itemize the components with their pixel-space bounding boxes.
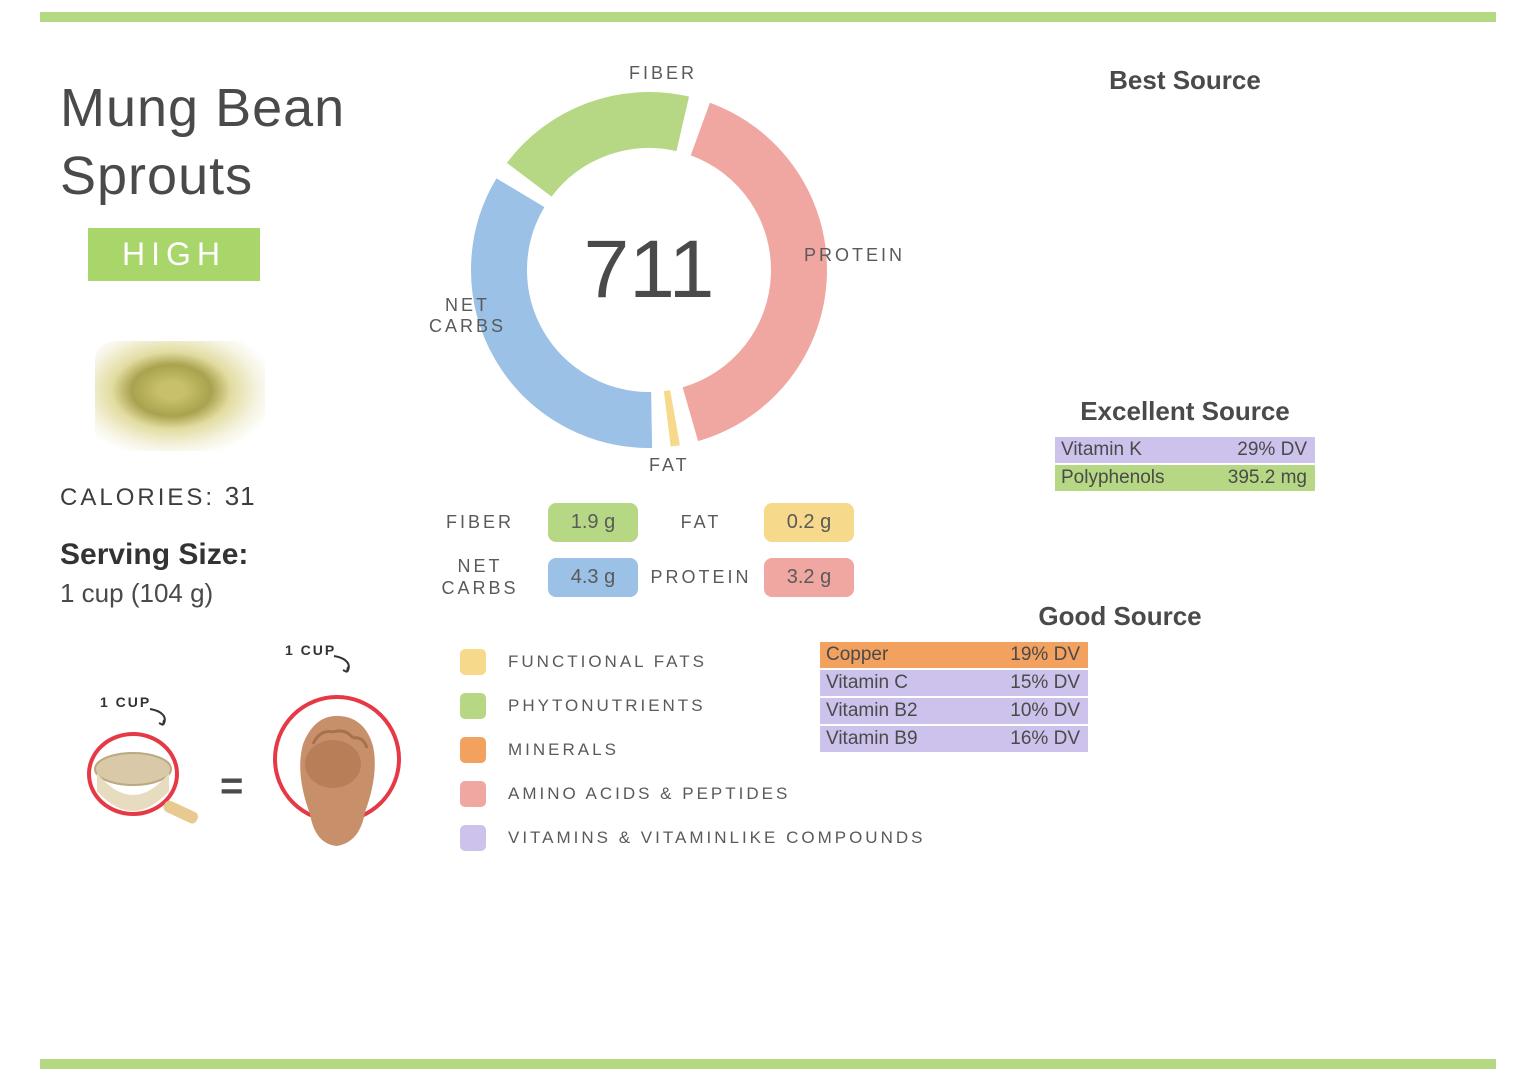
source-name: Copper [826, 644, 888, 666]
excellent-source-heading: Excellent Source [900, 396, 1470, 427]
macro-name: PROTEIN [646, 567, 756, 589]
serving-size-value: 1 cup (104 g) [60, 578, 420, 609]
legend-label: MINERALS [508, 740, 619, 760]
macro-values-grid: FIBER 1.9 g FAT 0.2 g NET CARBS4.3 g PROTEIN 3… [420, 503, 940, 599]
source-row: Vitamin K 29% DV [1055, 437, 1315, 463]
source-value: 16% DV [1010, 728, 1080, 750]
arrow-icon [332, 654, 360, 676]
macro-name: FAT [646, 512, 756, 534]
left-column: Mung Bean Sprouts HIGH CALORIES: 31 Serv… [60, 75, 420, 859]
source-value: 19% DV [1010, 644, 1080, 666]
legend-label: FUNCTIONAL FATS [508, 652, 707, 672]
donut-label-protein: PROTEIN [804, 245, 905, 266]
source-row: Vitamin B2 10% DV [820, 698, 1088, 724]
legend-swatch [460, 649, 486, 675]
source-value: 395.2 mg [1228, 467, 1307, 489]
source-row: Polyphenols 395.2 mg [1055, 465, 1315, 491]
food-image [95, 341, 265, 451]
macro-value: 4.3 g [548, 558, 638, 597]
equals-sign: = [220, 764, 243, 809]
calories-row: CALORIES: 31 [60, 481, 420, 512]
source-value: 29% DV [1237, 439, 1307, 461]
legend-swatch [460, 737, 486, 763]
source-name: Polyphenols [1061, 467, 1165, 489]
donut-label-fat: FAT [649, 455, 690, 476]
food-title: Mung Bean Sprouts [60, 75, 420, 210]
serving-illustration: 1 CUP 1 CUP = [60, 639, 400, 859]
macro-value: 3.2 g [764, 558, 854, 597]
legend-swatch [460, 825, 486, 851]
right-column: Best Source Excellent Source Vitamin K29… [960, 65, 1470, 754]
fist-icon [265, 674, 410, 849]
source-name: Vitamin C [826, 672, 908, 694]
macro-value: 0.2 g [764, 503, 854, 542]
macro-value: 1.9 g [548, 503, 638, 542]
measuring-cup-icon [85, 729, 200, 844]
macro-name: FIBER [420, 512, 540, 534]
legend-row: AMINO ACIDS & PEPTIDES [460, 781, 940, 807]
source-row: Vitamin C 15% DV [820, 670, 1088, 696]
rating-badge: HIGH [88, 228, 260, 281]
legend-swatch [460, 693, 486, 719]
macro-name: NET CARBS [420, 556, 540, 599]
donut-center-value: 711 [434, 55, 864, 485]
source-row: Copper 19% DV [820, 642, 1088, 668]
legend-label: VITAMINS & VITAMINLIKE COMPOUNDS [508, 828, 925, 848]
donut-label-net-carbs: NET CARBS [429, 295, 506, 337]
source-name: Vitamin B2 [826, 700, 918, 722]
source-value: 10% DV [1010, 700, 1080, 722]
legend-swatch [460, 781, 486, 807]
accent-bar-top [40, 12, 1496, 22]
cup-label-right: 1 CUP [285, 642, 336, 658]
calories-label: CALORIES: [60, 484, 215, 511]
serving-size-label: Serving Size: [60, 538, 420, 572]
legend-label: AMINO ACIDS & PEPTIDES [508, 784, 790, 804]
best-source-heading: Best Source [900, 65, 1470, 96]
cup-label-left: 1 CUP [100, 694, 151, 710]
good-source-heading: Good Source [770, 601, 1470, 632]
source-name: Vitamin B9 [826, 728, 918, 750]
arrow-icon [148, 707, 176, 729]
source-name: Vitamin K [1061, 439, 1142, 461]
accent-bar-bottom [40, 1059, 1496, 1069]
legend-label: PHYTONUTRIENTS [508, 696, 706, 716]
excellent-source-list: Vitamin K 29% DV Polyphenols 395.2 mg [1055, 437, 1315, 491]
donut-label-fiber: FIBER [629, 63, 697, 84]
source-row: Vitamin B9 16% DV [820, 726, 1088, 752]
legend-row: VITAMINS & VITAMINLIKE COMPOUNDS [460, 825, 940, 851]
source-value: 15% DV [1010, 672, 1080, 694]
calories-value: 31 [225, 481, 256, 511]
good-source-list: Copper 19% DV Vitamin C 15% DV Vitamin B2 10%… [820, 642, 1088, 752]
macro-donut-chart: 711 FIBERPROTEINFATNET CARBS [434, 55, 864, 485]
